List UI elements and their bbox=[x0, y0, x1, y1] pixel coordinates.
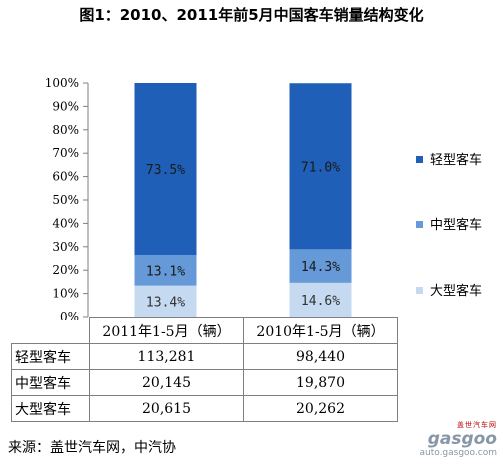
legend-label: 大型客车 bbox=[430, 283, 482, 299]
table-cell: 20,145 bbox=[89, 369, 244, 396]
legend-swatch bbox=[416, 221, 423, 228]
legend-swatch bbox=[416, 287, 423, 294]
bar-data-label: 13.4% bbox=[146, 295, 185, 310]
bar-data-label: 14.3% bbox=[301, 260, 340, 275]
y-tick-label: 0% bbox=[60, 310, 79, 320]
y-tick-label: 20% bbox=[52, 263, 79, 277]
watermark-site-name: 盖世汽车网 bbox=[457, 421, 497, 429]
gasgoo-watermark: 盖世汽车网 gasgoo auto.gasgoo.com bbox=[419, 420, 497, 458]
y-tick-label: 30% bbox=[52, 240, 79, 254]
table-row-label: 中型客车 bbox=[11, 369, 90, 396]
watermark-logo: gasgoo bbox=[427, 429, 497, 449]
y-tick-label: 40% bbox=[52, 216, 79, 230]
table-cell: 98,440 bbox=[243, 343, 398, 370]
table-cell: 20,262 bbox=[243, 395, 398, 422]
legend-label: 轻型客车 bbox=[430, 152, 482, 168]
bar-data-label: 13.1% bbox=[146, 264, 185, 279]
y-tick-label: 80% bbox=[52, 123, 79, 137]
table-column-header: 2010年1-5月（辆） bbox=[243, 317, 398, 344]
table-cell: 20,615 bbox=[89, 395, 244, 422]
table-cell: 19,870 bbox=[243, 369, 398, 396]
y-tick-label: 60% bbox=[52, 170, 79, 184]
y-tick-label: 100% bbox=[45, 76, 79, 90]
table-row-label: 轻型客车 bbox=[11, 343, 90, 370]
bar-segment bbox=[289, 249, 352, 283]
chart-title: 图1：2010、2011年前5月中国客车销量结构变化 bbox=[79, 6, 424, 24]
legend-label: 中型客车 bbox=[430, 217, 482, 233]
table-row: 轻型客车 113,281 98,440 bbox=[11, 343, 398, 370]
bar-data-label: 71.0% bbox=[301, 160, 340, 175]
stacked-bar-chart: 0% 10% 20% 30% 40% 50% 60% 70% 80% 90% 100% 13.4% 13… bbox=[45, 76, 482, 320]
table-header-row: 2011年1-5月（辆） 2010年1-5月（辆） bbox=[11, 317, 398, 344]
bar-data-label: 73.5% bbox=[146, 163, 185, 178]
bar-segment bbox=[134, 254, 197, 286]
table-column-header: 2011年1-5月（辆） bbox=[89, 317, 244, 344]
table-corner bbox=[11, 317, 90, 344]
y-tick-label: 10% bbox=[52, 287, 79, 301]
table-row: 大型客车 20,615 20,262 bbox=[11, 395, 398, 422]
bar-segment bbox=[289, 282, 352, 317]
y-tick-label: 90% bbox=[52, 99, 79, 113]
bar-segment bbox=[134, 83, 197, 255]
y-tick-label: 70% bbox=[52, 146, 79, 160]
legend-swatch bbox=[416, 156, 423, 163]
table-row-label: 大型客车 bbox=[11, 395, 90, 422]
data-table: 2011年1-5月（辆） 2010年1-5月（辆） 轻型客车 113,281 9… bbox=[11, 317, 398, 422]
y-tick-label: 50% bbox=[52, 193, 79, 207]
bar-segment bbox=[134, 285, 197, 317]
bar-data-label: 14.6% bbox=[301, 294, 340, 309]
bar-segment bbox=[289, 83, 352, 250]
watermark-url: auto.gasgoo.com bbox=[419, 448, 497, 458]
table-cell: 113,281 bbox=[89, 343, 244, 370]
source-note: 来源：盖世汽车网，中汽协 bbox=[8, 440, 176, 456]
table-row: 中型客车 20,145 19,870 bbox=[11, 369, 398, 396]
